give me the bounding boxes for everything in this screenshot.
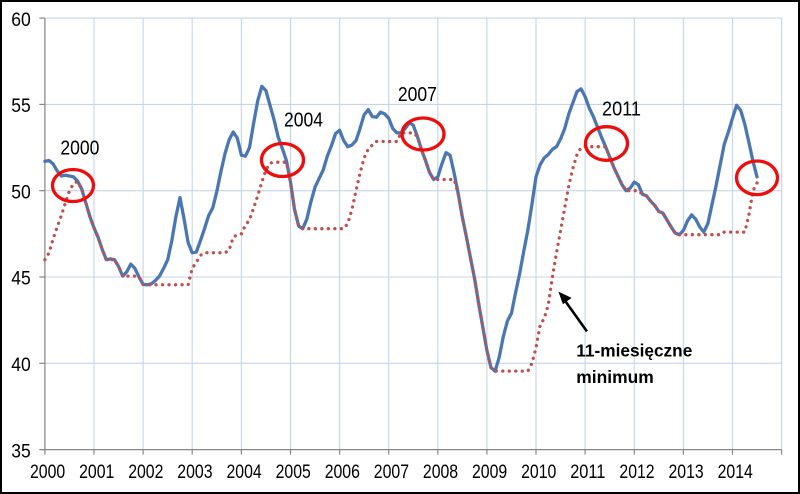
svg-text:2002: 2002 [128, 462, 163, 483]
svg-text:40: 40 [11, 355, 31, 376]
svg-text:2000: 2000 [30, 462, 65, 483]
svg-text:2004: 2004 [227, 462, 263, 483]
svg-text:2008: 2008 [423, 462, 458, 483]
svg-text:50: 50 [11, 182, 31, 203]
svg-text:2014: 2014 [718, 462, 754, 483]
svg-text:45: 45 [11, 269, 31, 290]
svg-text:2012: 2012 [619, 462, 654, 483]
svg-text:2001: 2001 [79, 462, 114, 483]
svg-text:2007: 2007 [398, 83, 437, 106]
svg-text:2010: 2010 [521, 462, 556, 483]
svg-text:minimum: minimum [576, 367, 654, 387]
svg-text:11-miesięczne: 11-miesięczne [576, 340, 692, 360]
svg-text:60: 60 [11, 10, 31, 31]
svg-text:2011: 2011 [570, 462, 605, 483]
svg-text:2004: 2004 [284, 108, 323, 131]
svg-text:55: 55 [11, 96, 31, 117]
svg-text:2000: 2000 [60, 136, 99, 159]
svg-text:2007: 2007 [374, 462, 409, 483]
svg-text:2009: 2009 [472, 462, 507, 483]
svg-text:2006: 2006 [325, 462, 360, 483]
svg-text:2003: 2003 [177, 462, 212, 483]
svg-text:2013: 2013 [669, 462, 704, 483]
svg-text:35: 35 [11, 441, 31, 462]
svg-text:2011: 2011 [602, 98, 641, 121]
svg-text:2005: 2005 [276, 462, 311, 483]
